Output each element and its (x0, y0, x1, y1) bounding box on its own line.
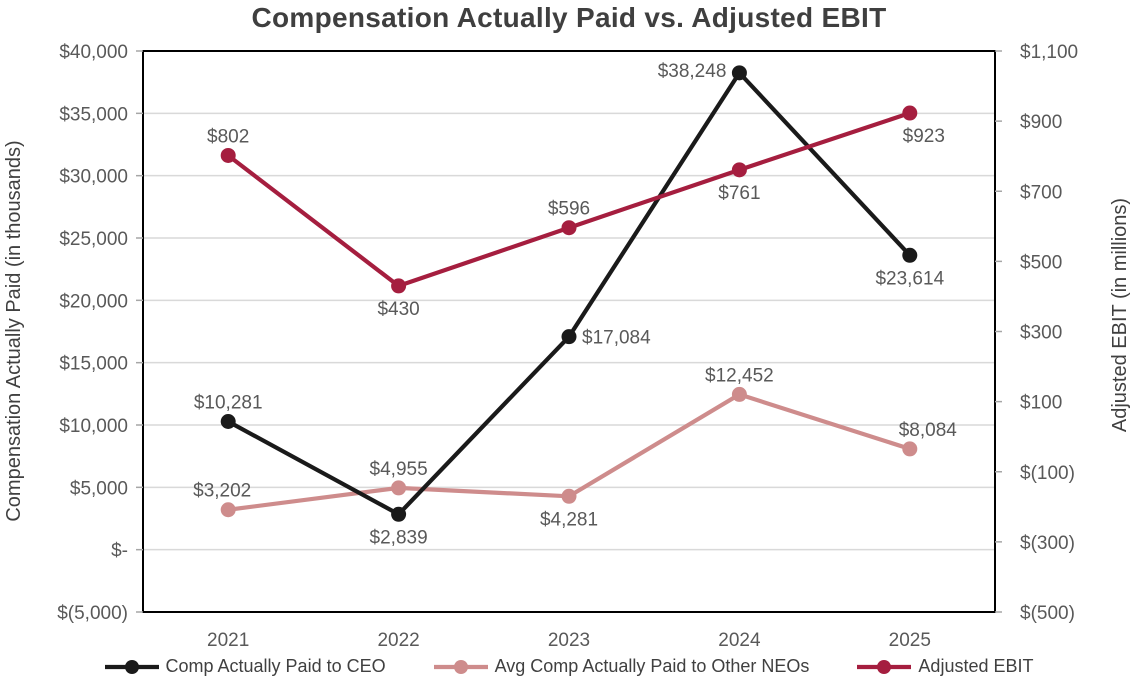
data-point-marker (391, 278, 407, 294)
data-label: $12,452 (705, 365, 774, 386)
data-label: $923 (903, 126, 945, 147)
data-point-marker (561, 220, 577, 236)
x-axis-label: 2023 (548, 630, 590, 651)
data-label: $802 (207, 126, 249, 147)
right-axis-tick-label: $100 (1020, 393, 1062, 414)
data-label: $3,202 (193, 481, 251, 502)
x-axis-label: 2024 (718, 630, 761, 651)
left-axis-tick-label: $5,000 (70, 478, 128, 499)
legend-item-label: Avg Comp Actually Paid to Other NEOs (494, 656, 810, 676)
data-point-marker (220, 502, 236, 518)
data-point-marker (731, 386, 747, 402)
data-label: $430 (377, 299, 419, 320)
right-axis-tick-label: $(300) (1020, 533, 1075, 554)
data-point-marker (902, 441, 918, 457)
data-point-marker (902, 105, 918, 121)
data-point-marker (220, 147, 236, 163)
data-label: $4,281 (540, 509, 598, 530)
axis-tick-marks (136, 50, 1002, 613)
left-axis-tick-label: $(5,000) (57, 603, 128, 624)
left-axis-tick-labels: $40,000 $35,000 $30,000 $25,000 $20,000 $15,0… (57, 42, 128, 624)
data-label: $10,281 (194, 392, 263, 413)
chart-legend: Comp Actually Paid to CEO Avg Comp Actual… (0, 656, 1138, 677)
legend-item-label: Adjusted EBIT (918, 656, 1034, 676)
data-label: $761 (718, 183, 760, 204)
data-label: $8,084 (899, 420, 958, 441)
right-axis-tick-labels: $1,100 $900 $700 $500 $300 $100 $(100) $(300) $(… (1020, 42, 1078, 624)
data-point-marker (731, 162, 747, 178)
left-axis-tick-label: $35,000 (59, 104, 128, 125)
data-labels: $3,202 $4,955 $4,281 $12,452 $8,084 $10,281 $2… (193, 61, 957, 548)
data-label: $4,955 (370, 459, 428, 480)
data-point-marker (561, 329, 577, 345)
left-axis-tick-label: $- (111, 541, 128, 562)
data-label: $23,614 (875, 268, 944, 289)
series-lines (220, 65, 918, 522)
data-point-marker (561, 488, 577, 504)
data-label: $38,248 (658, 61, 727, 82)
data-point-marker (391, 480, 407, 496)
x-axis-label: 2022 (377, 630, 419, 651)
right-axis-tick-label: $300 (1020, 323, 1062, 344)
right-axis-tick-label: $1,100 (1020, 42, 1078, 63)
legend-dot (877, 659, 892, 674)
chart-title: Compensation Actually Paid vs. Adjusted … (251, 2, 887, 33)
data-point-marker (391, 506, 407, 522)
legend-item: Comp Actually Paid to CEO (104, 656, 386, 677)
right-axis-tick-label: $700 (1020, 182, 1062, 203)
right-axis-tick-label: $(500) (1020, 603, 1075, 624)
left-axis-tick-label: $30,000 (59, 167, 128, 188)
left-axis-tick-label: $15,000 (59, 354, 128, 375)
data-point-marker (220, 413, 236, 429)
data-label: $17,084 (582, 328, 651, 349)
x-axis-labels: 2021 2022 2023 2024 2025 (207, 630, 931, 651)
left-axis-tick-label: $10,000 (59, 416, 128, 437)
x-axis-label: 2025 (889, 630, 931, 651)
right-axis-tick-label: $500 (1020, 252, 1062, 273)
legend-marker-icon (857, 659, 912, 674)
right-axis-title: Adjusted EBIT (in millions) (1109, 198, 1131, 432)
series-line-comp-actually-paid-to-ceo (226, 69, 912, 517)
right-axis-tick-label: $900 (1020, 112, 1062, 133)
left-axis-title: Compensation Actually Paid (in thousands… (3, 140, 25, 521)
legend-item: Adjusted EBIT (857, 656, 1033, 677)
legend-marker-icon (433, 659, 488, 674)
data-point-marker (902, 247, 918, 263)
gridlines (143, 112, 995, 551)
legend-item-label: Comp Actually Paid to CEO (165, 656, 386, 676)
legend-dot (453, 659, 468, 674)
legend-marker-icon (104, 659, 159, 674)
right-axis-tick-label: $(100) (1020, 463, 1075, 484)
line-chart: $40,000 $35,000 $30,000 $25,000 $20,000 $15,0… (3, 42, 1131, 651)
legend-item: Avg Comp Actually Paid to Other NEOs (433, 656, 810, 677)
data-label: $596 (548, 199, 590, 220)
legend-dot (124, 659, 139, 674)
data-label: $2,839 (370, 527, 428, 548)
data-point-marker (731, 65, 747, 81)
x-axis-label: 2021 (207, 630, 249, 651)
left-axis-tick-label: $20,000 (59, 291, 128, 312)
left-axis-tick-label: $25,000 (59, 229, 128, 250)
left-axis-tick-label: $40,000 (59, 42, 128, 63)
